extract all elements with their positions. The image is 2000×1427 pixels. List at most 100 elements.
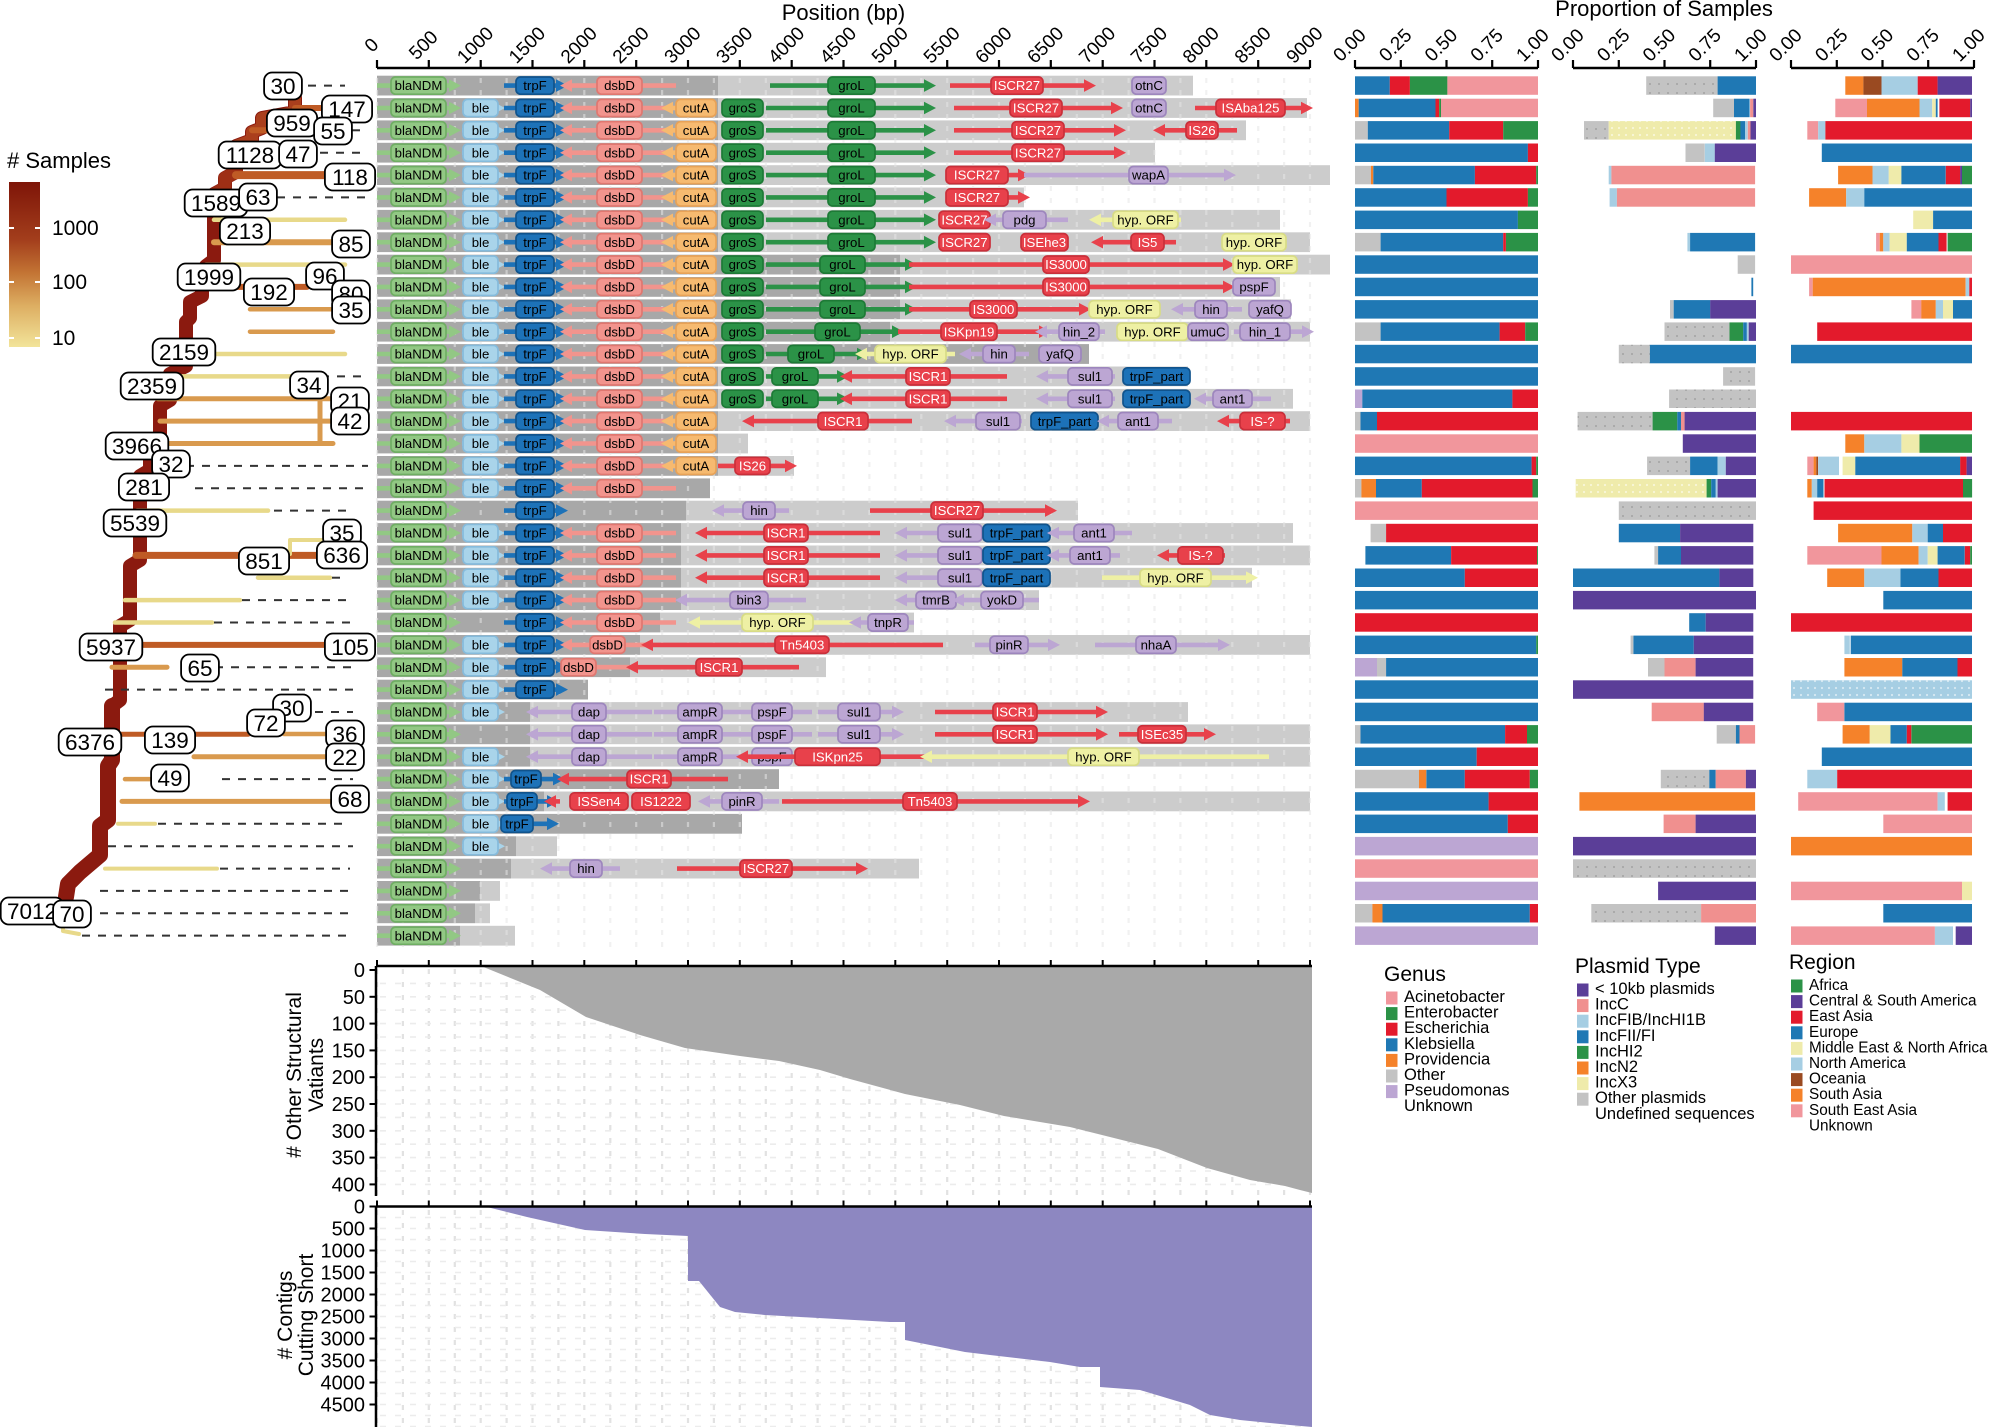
svg-text:dsbD: dsbD: [604, 168, 635, 183]
svg-text:trpF: trpF: [523, 503, 546, 518]
svg-text:3000: 3000: [321, 1329, 366, 1351]
svg-text:blaNDM: blaNDM: [395, 816, 443, 831]
svg-text:ISCR27: ISCR27: [1013, 101, 1059, 116]
svg-text:groL: groL: [829, 302, 855, 317]
svg-text:groL: groL: [829, 280, 855, 295]
svg-text:dsbD: dsbD: [604, 570, 635, 585]
svg-text:cutA: cutA: [683, 414, 710, 429]
svg-text:trpF: trpF: [523, 682, 546, 697]
svg-text:sul1: sul1: [1078, 391, 1102, 406]
svg-text:ble: ble: [472, 235, 490, 250]
svg-text:ISCR1: ISCR1: [767, 548, 806, 563]
svg-text:0: 0: [354, 960, 365, 982]
svg-text:3500: 3500: [321, 1351, 366, 1373]
svg-text:ble: ble: [472, 660, 490, 675]
svg-text:Proportion of Samples: Proportion of Samples: [1555, 0, 1773, 21]
svg-text:blaNDM: blaNDM: [395, 280, 443, 295]
svg-text:blaNDM: blaNDM: [395, 212, 443, 227]
svg-text:ble: ble: [472, 347, 490, 362]
svg-text:trpF: trpF: [514, 772, 537, 787]
svg-text:groL: groL: [838, 212, 864, 227]
svg-text:blaNDM: blaNDM: [395, 705, 443, 720]
svg-text:trpF: trpF: [523, 414, 546, 429]
svg-text:trpF: trpF: [523, 280, 546, 295]
svg-text:cutA: cutA: [683, 257, 710, 272]
svg-text:ISKpn19: ISKpn19: [944, 324, 995, 339]
svg-text:blaNDM: blaNDM: [395, 324, 443, 339]
svg-text:IS-?: IS-?: [1250, 414, 1274, 429]
svg-text:groL: groL: [798, 347, 824, 362]
svg-text:blaNDM: blaNDM: [395, 593, 443, 608]
svg-text:ble: ble: [472, 369, 490, 384]
svg-text:636: 636: [323, 543, 361, 568]
svg-text:Escherichia: Escherichia: [1404, 1019, 1490, 1037]
svg-text:yokD: yokD: [987, 593, 1017, 608]
svg-text:dsbD: dsbD: [604, 436, 635, 451]
svg-text:IS3000: IS3000: [1045, 257, 1087, 272]
svg-text:dsbD: dsbD: [604, 324, 635, 339]
svg-text:ISCR1: ISCR1: [996, 727, 1035, 742]
svg-text:groS: groS: [729, 190, 757, 205]
svg-text:groL: groL: [782, 391, 808, 406]
svg-text:# Samples: # Samples: [7, 148, 111, 173]
svg-text:ble: ble: [472, 705, 490, 720]
svg-text:Region: Region: [1789, 951, 1856, 974]
svg-text:7012: 7012: [7, 899, 57, 924]
svg-text:trpF: trpF: [523, 257, 546, 272]
svg-text:ISCR1: ISCR1: [767, 570, 806, 585]
svg-text:ble: ble: [472, 302, 490, 317]
svg-text:1500: 1500: [321, 1263, 366, 1285]
svg-text:dsbD: dsbD: [604, 280, 635, 295]
svg-text:dsbD: dsbD: [604, 257, 635, 272]
svg-text:blaNDM: blaNDM: [395, 526, 443, 541]
svg-text:dsbD: dsbD: [604, 190, 635, 205]
svg-text:sul1: sul1: [986, 414, 1010, 429]
svg-text:ble: ble: [472, 526, 490, 541]
svg-text:Middle East & North Africa: Middle East & North Africa: [1809, 1039, 1988, 1056]
svg-text:bin3: bin3: [737, 593, 762, 608]
svg-text:34: 34: [296, 373, 321, 398]
svg-text:groS: groS: [729, 168, 757, 183]
svg-text:ampR: ampR: [682, 727, 717, 742]
svg-text:cutA: cutA: [683, 324, 710, 339]
svg-text:blaNDM: blaNDM: [395, 548, 443, 563]
svg-text:pspF: pspF: [1239, 280, 1268, 295]
svg-text:trpF: trpF: [523, 347, 546, 362]
svg-text:cutA: cutA: [683, 436, 710, 451]
svg-text:ISCR27: ISCR27: [941, 212, 987, 227]
svg-text:ble: ble: [472, 436, 490, 451]
svg-text:dsbD: dsbD: [592, 638, 623, 653]
svg-text:IncFIB/IncHI1B: IncFIB/IncHI1B: [1595, 1011, 1706, 1029]
svg-text:dsbD: dsbD: [604, 526, 635, 541]
svg-text:dap: dap: [578, 727, 600, 742]
svg-text:groL: groL: [838, 123, 864, 138]
svg-text:yafQ: yafQ: [1046, 347, 1074, 362]
svg-text:Vatiants: Vatiants: [305, 1038, 328, 1112]
svg-text:< 10kb plasmids: < 10kb plasmids: [1595, 980, 1715, 998]
svg-text:groL: groL: [838, 101, 864, 116]
svg-text:blaNDM: blaNDM: [395, 615, 443, 630]
svg-text:otnC: otnC: [1135, 101, 1163, 116]
svg-text:ble: ble: [472, 749, 490, 764]
svg-text:blaNDM: blaNDM: [395, 257, 443, 272]
svg-text:118: 118: [332, 165, 368, 190]
svg-text:cutA: cutA: [683, 391, 710, 406]
svg-text:cutA: cutA: [683, 280, 710, 295]
svg-text:Other plasmids: Other plasmids: [1595, 1089, 1706, 1107]
svg-text:IncHI2: IncHI2: [1595, 1042, 1643, 1060]
svg-text:hyp. ORF: hyp. ORF: [749, 615, 805, 630]
svg-text:groS: groS: [729, 369, 757, 384]
svg-text:47: 47: [285, 142, 310, 167]
svg-text:trpF: trpF: [523, 324, 546, 339]
svg-text:ISCR27: ISCR27: [1015, 123, 1061, 138]
svg-text:ble: ble: [472, 391, 490, 406]
svg-text:72: 72: [253, 711, 278, 736]
svg-text:blaNDM: blaNDM: [395, 570, 443, 585]
svg-text:trpF: trpF: [505, 816, 528, 831]
svg-text:Unknown: Unknown: [1404, 1097, 1473, 1115]
svg-text:trpF: trpF: [523, 638, 546, 653]
svg-text:blaNDM: blaNDM: [395, 168, 443, 183]
svg-text:groS: groS: [729, 235, 757, 250]
svg-text:ISCR1: ISCR1: [700, 660, 739, 675]
svg-text:ble: ble: [472, 794, 490, 809]
